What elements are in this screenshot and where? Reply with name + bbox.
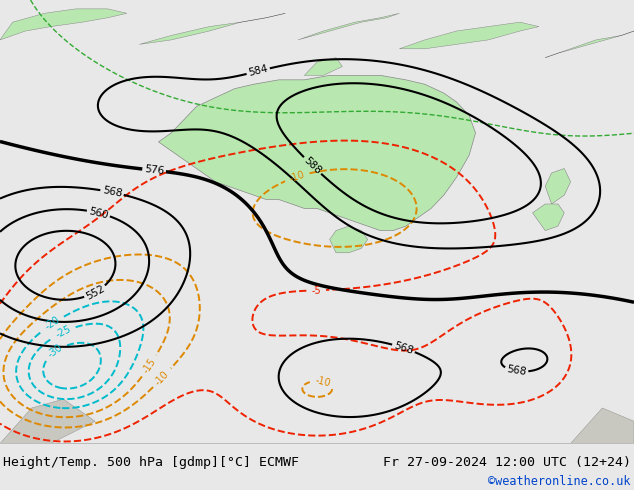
Polygon shape [304, 58, 342, 75]
Text: 568: 568 [506, 365, 527, 377]
Polygon shape [0, 9, 127, 40]
Polygon shape [545, 169, 571, 204]
Polygon shape [545, 31, 634, 58]
Text: ©weatheronline.co.uk: ©weatheronline.co.uk [488, 475, 631, 488]
Polygon shape [158, 75, 476, 231]
Text: -25: -25 [54, 324, 73, 340]
Text: -20: -20 [44, 315, 62, 332]
Text: Fr 27-09-2024 12:00 UTC (12+24): Fr 27-09-2024 12:00 UTC (12+24) [383, 457, 631, 469]
Text: 584: 584 [247, 64, 269, 78]
Text: 568: 568 [101, 185, 123, 199]
Text: 560: 560 [87, 206, 109, 220]
Polygon shape [298, 13, 399, 40]
Polygon shape [0, 399, 95, 443]
Text: -10: -10 [288, 170, 306, 184]
Text: Height/Temp. 500 hPa [gdmp][°C] ECMWF: Height/Temp. 500 hPa [gdmp][°C] ECMWF [3, 457, 299, 469]
Polygon shape [330, 226, 368, 253]
Polygon shape [533, 204, 564, 231]
Text: -5: -5 [311, 285, 321, 295]
Text: -10: -10 [153, 368, 171, 387]
Polygon shape [571, 408, 634, 443]
Text: -10: -10 [314, 375, 332, 389]
Polygon shape [399, 22, 539, 49]
Text: 552: 552 [84, 283, 107, 301]
Text: -30: -30 [46, 343, 65, 360]
Polygon shape [139, 13, 285, 44]
Text: 588: 588 [302, 155, 323, 176]
Text: 568: 568 [392, 340, 415, 356]
Text: -15: -15 [141, 357, 158, 375]
Text: 576: 576 [144, 164, 165, 176]
